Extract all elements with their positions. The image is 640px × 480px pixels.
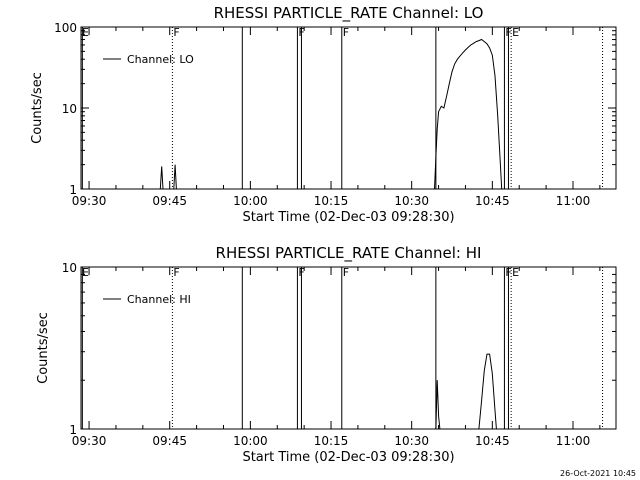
series-line-lo: [159, 166, 164, 190]
event-marker-label: E: [82, 266, 89, 279]
x-axis-title: Start Time (02-Dec-03 09:28:30): [242, 210, 454, 225]
event-marker-label: F: [343, 26, 349, 39]
series-line-lo: [173, 164, 177, 190]
y-tick-label: 10: [62, 261, 77, 275]
x-tick-label: 10:15: [314, 434, 349, 448]
series-line-hi: [435, 380, 441, 430]
x-tick-label: 10:15: [314, 194, 349, 208]
event-marker-label: F: [343, 266, 349, 279]
y-tick-label: 10: [62, 102, 77, 116]
series-line-lo: [434, 38, 503, 190]
event-marker-label: F: [173, 26, 179, 39]
chart-title: RHESSI PARTICLE_RATE Channel: HI: [216, 244, 482, 263]
y-axis-title: Counts/sec: [36, 312, 51, 384]
y-tick-label: 1: [69, 423, 77, 437]
y-tick-label: 1: [69, 183, 77, 197]
plot-timestamp: 26-Oct-2021 10:45: [560, 469, 636, 478]
plot-frame: [80, 266, 617, 430]
legend-label: Channel: HI: [127, 293, 191, 306]
event-marker-label: E: [512, 26, 519, 39]
x-tick-label: 09:45: [152, 194, 187, 208]
x-tick-label: 10:00: [233, 434, 268, 448]
x-tick-label: 09:30: [72, 434, 107, 448]
x-tick-label: 10:00: [233, 194, 268, 208]
y-axis-title: Counts/sec: [30, 72, 45, 144]
x-tick-label: 09:45: [152, 434, 187, 448]
x-tick-label: 09:30: [72, 194, 107, 208]
chart-title: RHESSI PARTICLE_RATE Channel: LO: [214, 4, 484, 23]
y-tick-label: 100: [54, 21, 77, 35]
x-tick-label: 11:00: [556, 434, 591, 448]
event-marker-label: F: [173, 266, 179, 279]
event-marker-label: E: [512, 266, 519, 279]
series-line-hi: [478, 353, 497, 430]
x-tick-label: 11:00: [556, 194, 591, 208]
x-tick-label: 10:45: [475, 194, 510, 208]
event-marker-label: E: [82, 26, 89, 39]
plot-frame: [80, 26, 617, 190]
x-axis-title: Start Time (02-Dec-03 09:28:30): [242, 450, 454, 465]
x-tick-label: 10:30: [394, 194, 429, 208]
x-tick-label: 10:30: [394, 434, 429, 448]
legend-label: Channel: LO: [127, 53, 194, 66]
x-tick-label: 10:45: [475, 434, 510, 448]
